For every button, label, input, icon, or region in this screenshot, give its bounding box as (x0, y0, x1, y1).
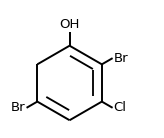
Text: Br: Br (11, 101, 26, 114)
Text: OH: OH (59, 18, 80, 31)
Text: Cl: Cl (113, 101, 126, 114)
Text: Br: Br (113, 52, 128, 65)
